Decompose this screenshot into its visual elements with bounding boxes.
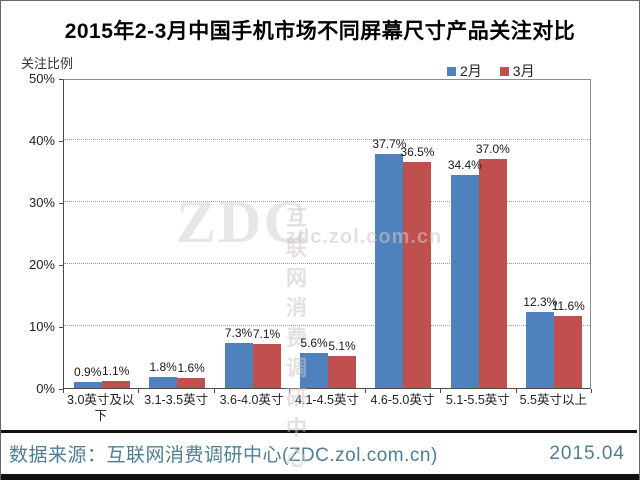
x-axis-category-label: 3.0英寸及以下 — [67, 393, 135, 423]
bar-mar — [403, 161, 432, 388]
bar-value-label-feb: 5.6% — [300, 336, 328, 351]
legend-label: 3月 — [512, 63, 535, 79]
bar-value-label-feb: 37.7% — [372, 137, 407, 152]
y-axis-tick-label: 10% — [28, 319, 55, 334]
y-axis-title: 关注比例 — [21, 56, 74, 71]
x-axis-tick-mark — [591, 389, 592, 393]
footer-date: 2015.04 — [549, 443, 625, 464]
bar-mar — [554, 316, 583, 388]
bar-feb — [73, 382, 102, 388]
x-axis-tick-mark — [213, 389, 215, 393]
legend-item-mar: 3月 — [499, 61, 535, 81]
bar-value-label-mar: 11.6% — [551, 299, 585, 314]
x-axis-category-label: 5.5英寸以上 — [519, 393, 587, 407]
bar-value-label-mar: 1.6% — [177, 361, 205, 376]
x-axis-tick-mark — [440, 389, 442, 393]
grid-line — [64, 201, 590, 202]
bar-feb — [149, 376, 178, 388]
bar-value-label-feb: 34.4% — [447, 157, 482, 172]
chart-title: 2015年2-3月中国手机市场不同屏幕尺寸产品关注对比 — [64, 20, 576, 43]
legend-swatch-mar — [499, 66, 509, 76]
x-axis-tick-mark — [63, 389, 64, 393]
footer-divider — [1, 430, 637, 433]
bar-value-label-mar: 5.1% — [328, 339, 356, 354]
footer-source-text: 数据来源：互联网消费调研中心(ZDC.zol.com.cn) — [9, 445, 438, 466]
legend-label: 2月 — [460, 63, 482, 79]
x-axis-category-label: 4.1-4.5英寸 — [295, 393, 359, 407]
bar-value-label-mar: 1.1% — [102, 364, 130, 379]
y-axis-tick-mark — [59, 141, 63, 142]
x-axis-category-label: 3.6-4.0英寸 — [219, 393, 284, 407]
x-axis-tick-mark — [138, 389, 140, 393]
bar-feb — [300, 353, 328, 388]
watermark-zdc-logo: ZDC — [176, 189, 309, 255]
bar-mar — [177, 378, 206, 388]
bar-value-label-mar: 36.5% — [400, 144, 435, 159]
bar-mar — [478, 158, 507, 388]
y-axis-tick-label: 20% — [28, 257, 55, 272]
bar-value-label-feb: 12.3% — [523, 294, 558, 309]
bar-feb — [450, 174, 479, 388]
y-axis-tick-label: 0% — [36, 381, 55, 396]
grid-line — [64, 263, 590, 264]
bar-mar — [101, 381, 130, 388]
x-axis-category-label: 4.6-5.0英寸 — [370, 393, 435, 407]
bar-value-label-feb: 1.8% — [149, 359, 177, 374]
y-axis-tick-mark — [59, 79, 63, 80]
bar-value-label-feb: 7.3% — [224, 325, 253, 340]
x-axis-tick-mark — [364, 389, 366, 393]
bar-mar — [328, 356, 356, 388]
bar-feb — [375, 154, 404, 388]
bar-value-label-feb: 0.9% — [74, 365, 102, 380]
bar-value-label-mar: 7.1% — [252, 326, 281, 341]
grid-line — [64, 325, 590, 326]
x-axis-category-label: 5.1-5.5英寸 — [445, 393, 510, 407]
y-axis-tick-label: 40% — [28, 133, 55, 148]
y-axis-tick-mark — [59, 203, 63, 204]
bar-feb — [526, 311, 555, 388]
x-axis-tick-mark — [515, 389, 517, 393]
bar-feb — [224, 342, 253, 388]
legend: 2月 3月 — [447, 61, 535, 81]
bar-value-label-mar: 37.0% — [475, 141, 510, 156]
x-axis-category-label: 3.1-3.5英寸 — [144, 393, 209, 407]
y-axis-tick-label: 50% — [28, 71, 55, 86]
x-axis-tick-mark — [289, 389, 291, 393]
y-axis-tick-mark — [59, 265, 63, 266]
y-axis-tick-label: 30% — [28, 195, 55, 210]
plot-area: ZDC 互联网消费调研中心 zdc.zol.com.cn 0.9% 1.1% 1.8… — [63, 79, 591, 470]
bar-mar — [252, 343, 281, 388]
legend-item-feb: 2月 — [447, 61, 482, 81]
bottom-black-bar — [1, 474, 639, 480]
y-axis-tick-mark — [59, 389, 63, 390]
grid-line — [64, 139, 590, 140]
legend-swatch-feb — [447, 66, 456, 76]
y-axis-tick-mark — [59, 327, 63, 328]
